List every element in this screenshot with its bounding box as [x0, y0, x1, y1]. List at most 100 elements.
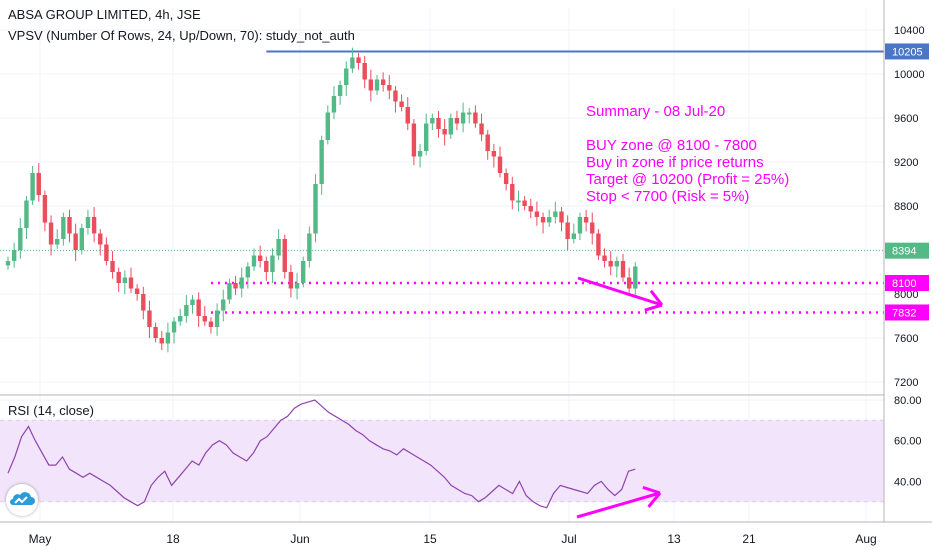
candle-body: [534, 211, 540, 217]
candle-body: [61, 217, 66, 239]
candle-body: [30, 173, 35, 201]
candle: [325, 105, 330, 145]
candle-body: [190, 299, 195, 305]
x-tick-label: Jul: [561, 532, 576, 546]
trend-arrow-line: [577, 276, 663, 307]
candle-body: [184, 305, 189, 316]
candle: [344, 61, 349, 96]
trend-arrow-head: [642, 485, 661, 495]
candle: [626, 267, 632, 296]
candle: [510, 176, 515, 210]
candle-body: [270, 255, 275, 272]
candle-body: [294, 283, 300, 289]
y-tick-label: 7600: [894, 333, 918, 345]
candle-body: [522, 200, 527, 206]
candle: [430, 113, 435, 131]
candle-body: [540, 217, 546, 223]
candle: [485, 130, 490, 160]
candle: [73, 223, 78, 261]
candle-body: [307, 233, 312, 261]
trend-arrow-head: [647, 492, 662, 508]
candle-body: [374, 79, 380, 91]
tradingview-logo-icon[interactable]: [6, 484, 38, 516]
candle: [374, 75, 380, 95]
candle-body: [5, 261, 11, 266]
candle-body: [614, 261, 620, 267]
price-label-box: [885, 304, 929, 321]
candle-body: [485, 134, 490, 151]
candle-body: [85, 217, 91, 228]
candle-body: [159, 338, 164, 344]
candle: [171, 317, 177, 344]
candle: [436, 110, 441, 138]
candle: [165, 322, 171, 353]
candle: [454, 110, 460, 131]
x-tick-label: 15: [423, 532, 437, 546]
candle: [227, 278, 232, 304]
candle-body: [473, 112, 478, 124]
candle-body: [516, 200, 521, 203]
candle: [540, 212, 546, 234]
candle-body: [264, 261, 269, 272]
candle: [208, 317, 214, 334]
candle-body: [528, 206, 533, 212]
candle: [516, 190, 521, 212]
candle: [264, 256, 269, 281]
candle-body: [67, 217, 72, 234]
candle-body: [134, 288, 140, 294]
trend-arrow-head: [644, 303, 663, 312]
candle-body: [583, 217, 589, 223]
candle: [301, 256, 306, 288]
y-tick-label: 7200: [894, 377, 918, 389]
candle-body: [251, 255, 257, 267]
candle: [251, 248, 257, 271]
y-tick-label: 10000: [894, 69, 925, 81]
candle: [110, 251, 115, 279]
candle: [448, 113, 453, 139]
candle: [159, 330, 164, 351]
candle-body: [405, 107, 410, 124]
price-label: 10205: [892, 46, 923, 58]
candle: [596, 229, 601, 260]
candle: [380, 72, 386, 92]
candle-body: [362, 63, 367, 80]
candle-body: [257, 255, 263, 261]
candle: [202, 306, 207, 326]
candle-body: [36, 173, 41, 195]
candle-body: [344, 68, 349, 85]
candle: [583, 209, 589, 232]
candle-body: [239, 277, 244, 289]
candle-body: [196, 299, 201, 316]
candle: [42, 190, 48, 232]
candle-body: [214, 310, 220, 327]
candle-body: [79, 228, 84, 250]
candle: [18, 218, 23, 259]
candle: [276, 229, 281, 260]
candle-body: [479, 123, 484, 135]
candle: [24, 196, 29, 239]
summary-line: Summary - 08 Jul-20: [586, 103, 726, 120]
candle-body: [460, 112, 466, 124]
price-label: 8394: [892, 246, 916, 258]
summary-line: Stop < 7700 (Risk = 5%): [586, 188, 750, 205]
candle: [184, 295, 189, 323]
candle: [270, 248, 275, 283]
x-tick-label: May: [29, 532, 52, 546]
candle-body: [577, 217, 583, 234]
candle: [214, 303, 220, 336]
chart-title: ABSA GROUP LIMITED, 4h, JSE: [8, 7, 201, 22]
candle-body: [104, 244, 109, 261]
candle-body: [110, 261, 115, 272]
candle-body: [503, 173, 509, 184]
price-label-box: [885, 242, 929, 259]
y-tick-label: 9200: [894, 157, 918, 169]
summary-line: [586, 120, 789, 137]
y-tick-label: 10400: [894, 25, 925, 37]
candle: [620, 253, 626, 282]
candle: [294, 273, 300, 300]
candle: [350, 47, 355, 73]
candle: [602, 248, 607, 268]
rsi-tick-label: 80.00: [894, 395, 922, 407]
candle: [614, 256, 620, 278]
price-label: 7832: [892, 307, 916, 319]
